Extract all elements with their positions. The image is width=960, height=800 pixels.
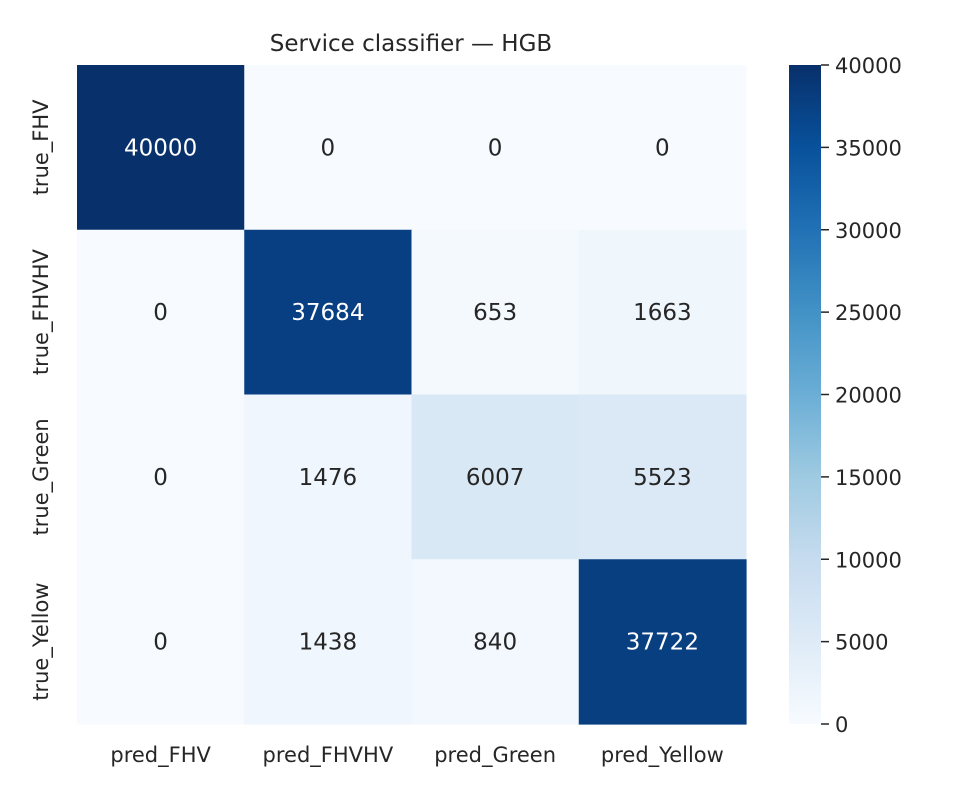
heatmap-cell bbox=[411, 394, 580, 560]
colorbar-gradient bbox=[789, 65, 821, 724]
heatmap-cell bbox=[411, 65, 580, 231]
cell-value-label: 0 bbox=[153, 300, 168, 326]
colorbar-tick-label: 10000 bbox=[835, 548, 902, 572]
colorbar-tick-label: 20000 bbox=[835, 384, 902, 408]
colorbar-tick-label: 35000 bbox=[835, 136, 902, 160]
heatmap-cell bbox=[411, 229, 580, 396]
column-tick-label: pred_FHV bbox=[110, 743, 211, 768]
row-tick-label: true_FHV bbox=[29, 99, 54, 195]
colorbar-tick-label: 5000 bbox=[835, 631, 888, 655]
cell-value-label: 653 bbox=[473, 300, 517, 326]
cell-value-label: 1438 bbox=[299, 630, 358, 656]
cell-value-label: 37722 bbox=[626, 630, 699, 656]
cell-value-label: 0 bbox=[153, 465, 168, 491]
row-tick-labels: true_FHV true_FHVHV true_Green true_Yellow bbox=[29, 99, 54, 701]
colorbar-ticks: 0 5000 10000 15000 20000 25000 30000 35000 40000 bbox=[821, 54, 902, 737]
colorbar-tick-label: 30000 bbox=[835, 219, 902, 243]
heatmap-cell bbox=[77, 559, 245, 725]
heatmap-cell bbox=[578, 394, 747, 560]
cell-value-label: 0 bbox=[488, 135, 503, 161]
row-tick-label: true_FHVHV bbox=[29, 249, 54, 376]
colorbar-tick-label: 0 bbox=[835, 713, 848, 737]
column-tick-label: pred_Yellow bbox=[601, 743, 724, 768]
row-tick-label: true_Green bbox=[29, 418, 54, 535]
colorbar bbox=[789, 65, 821, 724]
cell-value-label: 0 bbox=[655, 135, 670, 161]
cell-value-label: 1476 bbox=[299, 465, 358, 491]
heatmap-cell bbox=[578, 65, 747, 231]
row-tick-label: true_Yellow bbox=[29, 583, 54, 701]
heatmap-cell bbox=[244, 394, 413, 560]
colorbar-tick-label: 15000 bbox=[835, 466, 902, 490]
cell-value-label: 37684 bbox=[291, 300, 364, 326]
heatmap-cell bbox=[244, 559, 413, 725]
heatmap-cell bbox=[411, 559, 580, 725]
column-tick-labels: pred_FHV pred_FHVHV pred_Green pred_Yellow bbox=[110, 743, 723, 768]
cell-value-label: 40000 bbox=[124, 135, 197, 161]
colorbar-tick-label: 40000 bbox=[835, 54, 902, 78]
column-tick-label: pred_Green bbox=[434, 743, 556, 768]
cell-value-label: 0 bbox=[153, 630, 168, 656]
heatmap-cell bbox=[77, 65, 245, 231]
cell-value-label: 5523 bbox=[633, 465, 692, 491]
chart-title: Service classifier — HGB bbox=[270, 31, 552, 57]
colorbar-tick-label: 25000 bbox=[835, 301, 902, 325]
heatmap-cell bbox=[77, 229, 245, 396]
heatmap-cell bbox=[244, 65, 413, 231]
heatmap-cell bbox=[77, 394, 245, 560]
cell-value-label: 6007 bbox=[466, 465, 525, 491]
heatmap-cell-labels: 40000 0 0 0 0 37684 653 1663 0 1476 6007 5523 0 1438 8… bbox=[124, 135, 699, 655]
cell-value-label: 840 bbox=[473, 630, 517, 656]
column-tick-label: pred_FHVHV bbox=[263, 743, 394, 768]
heatmap-cells bbox=[77, 65, 747, 725]
heatmap-cell bbox=[244, 229, 413, 396]
heatmap-cell bbox=[578, 229, 747, 396]
cell-value-label: 1663 bbox=[633, 300, 692, 326]
heatmap-cell bbox=[578, 559, 747, 725]
cell-value-label: 0 bbox=[321, 135, 336, 161]
